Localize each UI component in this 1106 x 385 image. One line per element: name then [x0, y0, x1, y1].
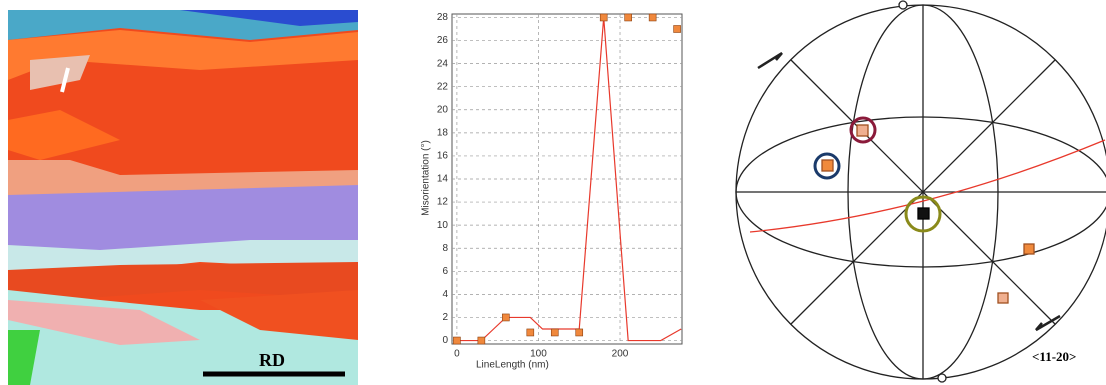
y-tick-label: 28	[437, 12, 449, 23]
data-point	[575, 328, 584, 337]
data-line	[456, 17, 682, 342]
y-tick-label: 2	[442, 312, 448, 323]
data-point	[624, 13, 632, 22]
pole-label: <11-20>	[1032, 349, 1076, 364]
y-tick-label: 10	[437, 220, 449, 231]
y-tick-label: 16	[437, 151, 449, 162]
y-tick-label: 22	[437, 81, 449, 92]
y-tick-label: 20	[437, 104, 449, 115]
data-point	[477, 336, 486, 345]
data-point	[673, 25, 681, 33]
y-tick-label: 18	[437, 127, 449, 138]
y-tick-label: 24	[437, 58, 449, 69]
y-axis-label: Misorientation (°)	[421, 140, 432, 216]
y-tick-label: 12	[437, 197, 449, 208]
data-point	[550, 328, 559, 337]
data-point	[526, 328, 535, 337]
data-point	[502, 313, 510, 322]
pole-figure: <11-20>	[735, 0, 1106, 383]
x-tick-label: 200	[612, 349, 629, 360]
y-tick-label: 0	[442, 335, 448, 346]
ebsd-map: RD	[8, 10, 358, 385]
chart: LineLength (nm) Misorientation (°) 02468…	[421, 12, 683, 371]
x-tick-label: 100	[530, 349, 547, 360]
scale-label: RD	[259, 350, 285, 370]
y-tick-label: 14	[437, 174, 449, 185]
y-tick-label: 6	[442, 266, 448, 277]
y-tick-label: 8	[442, 243, 448, 254]
data-point	[599, 13, 608, 22]
x-tick-label: 0	[454, 349, 460, 360]
data-point	[453, 336, 461, 345]
y-tick-label: 4	[442, 289, 448, 300]
data-point	[648, 13, 657, 22]
y-tick-label: 26	[437, 35, 449, 46]
x-axis-label: LineLength (nm)	[476, 360, 549, 371]
